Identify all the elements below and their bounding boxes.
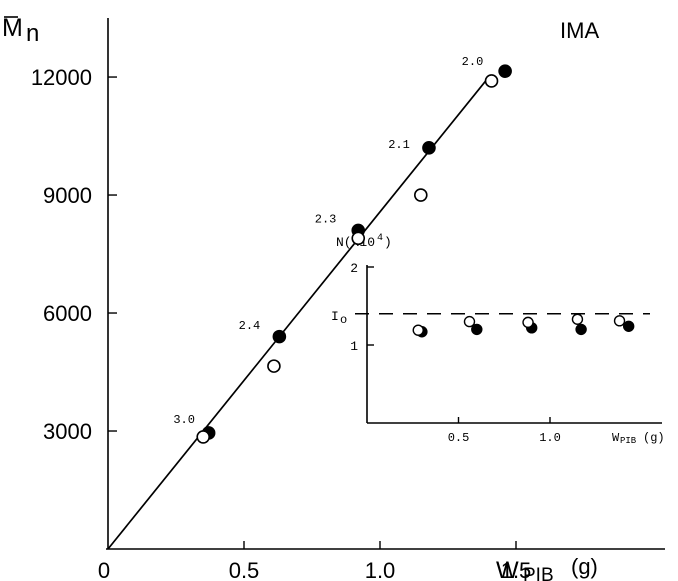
inset-y-tick-label: 1 xyxy=(350,339,358,354)
main-ylabel-subscript: n xyxy=(26,20,39,47)
inset-reference-label: I xyxy=(331,309,339,324)
main-y-tick-label: 6000 xyxy=(43,301,92,326)
main-x-tick-label: 1.5 xyxy=(501,558,532,581)
inset-xlabel-subscript: PIB xyxy=(620,436,637,446)
inset-open-data-point xyxy=(571,313,584,325)
inset-x-tick-label: 0.5 xyxy=(448,431,470,445)
main-xlabel-unit: (g) xyxy=(571,554,598,579)
inset-y-tick-label: 2 xyxy=(350,261,358,276)
filled-data-point xyxy=(272,329,287,344)
filled-data-point xyxy=(422,141,436,155)
point-annotation: 3.0 xyxy=(173,413,195,427)
open-data-point xyxy=(484,74,499,88)
open-data-point xyxy=(351,231,366,246)
inset-ylabel-exponent: 4 xyxy=(377,233,383,244)
main-x-tick-label: 1.0 xyxy=(365,558,396,581)
inset-x-tick-label: 1.0 xyxy=(539,431,561,445)
main-xlabel-subscript: PIB xyxy=(523,565,554,581)
inset-open-data-point xyxy=(522,316,534,329)
main-x-tick-label: 0.5 xyxy=(229,558,260,581)
main-y-tick-label: 9000 xyxy=(43,183,92,208)
inset-filled-data-point xyxy=(471,323,483,336)
main-x-tick-label: 0 xyxy=(98,558,110,581)
point-annotation: 2.1 xyxy=(388,138,410,152)
chart-title: IMA xyxy=(560,18,599,43)
inset-open-data-point xyxy=(412,324,424,336)
inset-filled-data-point xyxy=(575,323,587,336)
fit-line xyxy=(107,76,490,550)
point-annotation: 2.3 xyxy=(315,213,337,227)
filled-data-point xyxy=(498,64,512,78)
open-data-point xyxy=(196,430,210,444)
inset-ylabel-close: ) xyxy=(384,235,392,250)
inset-open-data-point xyxy=(463,315,476,328)
point-annotation: 2.0 xyxy=(462,55,484,69)
inset-xlabel-unit: (g) xyxy=(643,431,665,445)
chart-marks: 3000 6000 9000 12000 0 0.5 1.0 1.5 3.0 2.4 2.3 2.1 2… xyxy=(31,55,650,581)
main-ylabel: M xyxy=(2,14,23,42)
inset-filled-data-point xyxy=(622,320,635,332)
inset-open-data-point xyxy=(613,315,626,327)
inset-reference-label-subscript: o xyxy=(340,313,347,327)
inset-xlabel: W xyxy=(612,431,620,445)
open-data-point xyxy=(267,359,281,373)
main-y-tick-label: 12000 xyxy=(31,65,92,90)
point-annotation: 2.4 xyxy=(239,319,261,333)
main-xlabel: W xyxy=(496,557,519,581)
main-y-tick-label: 3000 xyxy=(43,419,92,444)
open-data-point xyxy=(413,188,428,202)
